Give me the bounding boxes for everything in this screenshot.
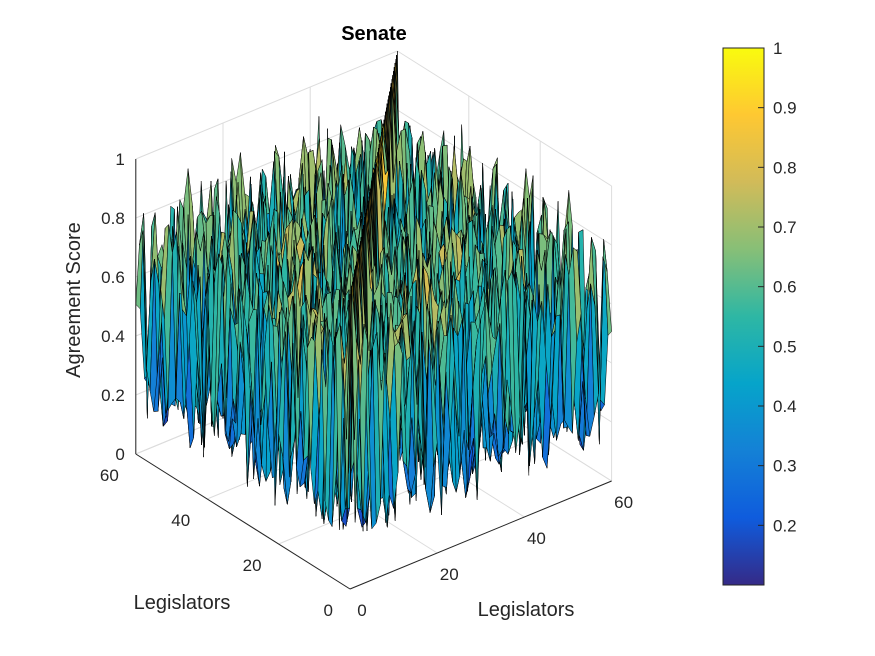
- surface-mesh: [135, 50, 612, 532]
- x-axis-line: [349, 480, 612, 590]
- z-tick-label: 0.2: [101, 386, 125, 405]
- colorbar-tick-label: 0.2: [773, 516, 797, 535]
- colorbar-ticks: 0.2 0.3 0.4 0.5 0.6 0.7 0.8 0.9 1: [758, 39, 797, 535]
- y-tick-label: 40: [171, 511, 190, 530]
- colorbar-tick-label: 1: [773, 39, 782, 58]
- colorbar-tick-label: 0.6: [773, 278, 797, 297]
- axis-lines: [135, 159, 612, 590]
- colorbar-tick-label: 0.5: [773, 337, 797, 356]
- y-tick-label: 20: [243, 556, 262, 575]
- y-axis-label: Legislators: [134, 592, 231, 614]
- grid-line-z: [135, 50, 398, 160]
- colorbar-tick-label: 0.7: [773, 218, 797, 237]
- grid-line-z: [135, 109, 398, 219]
- z-tick-label: 0.4: [101, 327, 125, 346]
- x-tick-label: 20: [440, 565, 459, 584]
- z-tick-label: 1: [115, 150, 124, 169]
- colorbar: [722, 47, 765, 586]
- grid-line-z: [397, 109, 612, 246]
- z-tick-label: 0.8: [101, 209, 125, 228]
- chart-title: Senate: [341, 23, 407, 45]
- x-tick-label: 60: [614, 493, 633, 512]
- x-tick-label: 0: [357, 601, 366, 620]
- z-ticks: 0 0.2 0.4 0.6 0.8 1: [101, 150, 125, 464]
- z-tick-label: 0.6: [101, 268, 125, 287]
- y-tick-label: 60: [100, 466, 119, 485]
- colorbar-tick-label: 0.8: [773, 158, 797, 177]
- colorbar-tick-label: 0.4: [773, 397, 797, 416]
- colorbar-tick-label: 0.9: [773, 99, 797, 118]
- y-axis-line: [135, 453, 351, 590]
- colorbar-tick-label: 0.3: [773, 457, 797, 476]
- z-tick-label: 0: [115, 445, 124, 464]
- surface-cell: [346, 289, 355, 440]
- x-tick-label: 40: [527, 529, 546, 548]
- y-ticks: 0 20 40 60: [100, 466, 333, 620]
- grid-line-z: [397, 50, 612, 187]
- y-tick-label: 0: [324, 601, 333, 620]
- z-axis-label: Agreement Score: [63, 222, 85, 378]
- x-axis-label: Legislators: [478, 599, 575, 621]
- x-ticks: 0 20 40 60: [357, 493, 633, 620]
